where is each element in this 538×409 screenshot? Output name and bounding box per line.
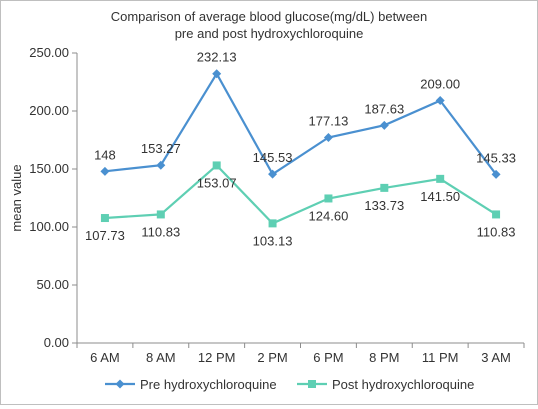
data-label: 153.07 [197,175,237,190]
legend-marker [308,380,316,388]
y-tick-label: 0.00 [44,335,69,350]
x-tick-label: 12 PM [198,350,236,365]
chart-title-line-1: Comparison of average blood glucose(mg/d… [111,9,428,24]
y-tick-label: 100.00 [29,219,69,234]
chart-title-line-2: pre and post hydroxychloroquine [175,26,364,41]
axes: 0.00 50.00 100.00 150.00 200.00 250.00 6 AM 8 A… [29,45,525,365]
data-point [100,214,109,223]
y-tick-label: 200.00 [29,103,69,118]
x-tick-label: 3 AM [481,350,511,365]
data-point [435,96,445,106]
series-layer: 148 153.27 232.13 145.53 177.13 187.63 209.00 1… [85,50,516,249]
x-tick-label: 8 PM [369,350,399,365]
data-point [156,160,166,170]
x-tick-label: 6 AM [90,350,120,365]
data-label: 145.53 [253,150,293,165]
series-pre: 148 153.27 232.13 145.53 177.13 187.63 209.00 1… [94,50,516,179]
x-tick-label: 6 PM [313,350,343,365]
data-label: 124.60 [309,208,349,223]
series-line [104,163,497,225]
data-point [436,174,445,183]
data-label: 209.00 [420,77,460,92]
data-point [268,169,278,179]
series-post: 107.73 110.83 153.07 103.13 124.60 133.73 141.… [85,161,515,248]
y-tick-label: 150.00 [29,161,69,176]
data-label: 232.13 [197,50,237,65]
y-tick-label: 250.00 [29,45,69,60]
data-point [492,210,501,219]
data-point [324,194,333,203]
legend: Pre hydroxychloroquine Post hydroxychloro… [105,377,474,392]
data-label: 187.63 [364,101,404,116]
data-point [212,69,222,79]
data-point [212,161,221,170]
data-label: 177.13 [309,114,349,129]
data-label: 141.50 [420,189,460,204]
legend-label: Pre hydroxychloroquine [140,377,277,392]
data-point [379,120,389,130]
legend-marker [115,379,125,389]
x-tick-label: 8 AM [146,350,176,365]
y-tick-label: 50.00 [36,277,69,292]
data-label: 133.73 [364,198,404,213]
legend-item-post: Post hydroxychloroquine [297,377,474,392]
data-label: 110.83 [477,224,516,239]
data-label: 148 [94,147,116,162]
data-label: 110.83 [141,224,180,239]
x-tick-label: 2 PM [257,350,287,365]
data-label: 145.33 [476,150,516,165]
data-point [491,169,501,179]
series-line [104,71,497,176]
data-point [268,219,277,228]
data-point [100,166,110,176]
y-axis-label: mean value [9,164,24,231]
data-point [156,210,165,219]
data-label: 103.13 [253,233,293,248]
data-point [323,133,333,143]
legend-label: Post hydroxychloroquine [332,377,474,392]
x-tick-label: 11 PM [422,350,459,365]
data-label: 153.27 [141,141,181,156]
legend-item-pre: Pre hydroxychloroquine [105,377,277,392]
data-point [380,183,389,192]
data-label: 107.73 [85,228,125,243]
